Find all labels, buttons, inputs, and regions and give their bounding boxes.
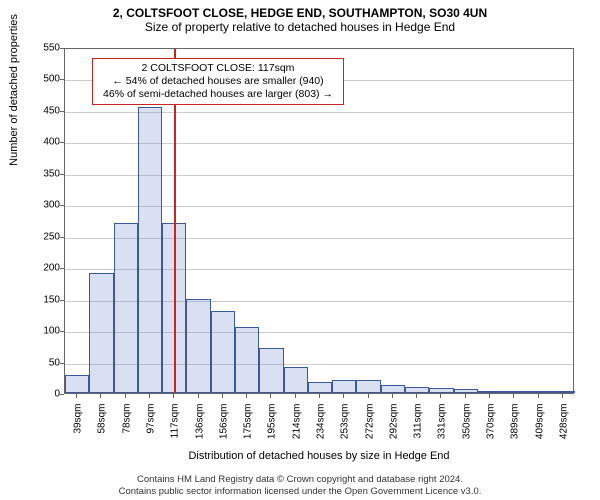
x-tick-label: 272sqm <box>364 404 375 452</box>
x-tick-label: 370sqm <box>486 404 497 452</box>
y-tick-mark <box>60 174 64 175</box>
chart-title-line-2: Size of property relative to detached ho… <box>0 20 600 34</box>
histogram-bar <box>284 367 308 393</box>
annotation-line: 46% of semi-detached houses are larger (… <box>100 88 336 101</box>
histogram-bar <box>235 327 259 393</box>
histogram-bar <box>502 391 526 393</box>
x-tick-mark <box>368 394 369 398</box>
y-tick-label: 100 <box>30 326 60 337</box>
y-axis-label: Number of detached properties <box>8 0 20 220</box>
y-tick-label: 0 <box>30 389 60 400</box>
x-tick-label: 350sqm <box>461 404 472 452</box>
histogram-bar <box>405 387 429 393</box>
x-tick-label: 58sqm <box>97 404 108 452</box>
y-tick-mark <box>60 205 64 206</box>
x-tick-mark <box>513 394 514 398</box>
x-tick-mark <box>562 394 563 398</box>
x-tick-label: 428sqm <box>558 404 569 452</box>
x-tick-mark <box>440 394 441 398</box>
x-tick-mark <box>392 394 393 398</box>
y-tick-label: 350 <box>30 168 60 179</box>
histogram-bar <box>138 107 162 393</box>
y-tick-mark <box>60 48 64 49</box>
x-tick-mark <box>76 394 77 398</box>
x-tick-mark <box>222 394 223 398</box>
footer-line-2: Contains public sector information licen… <box>0 486 600 497</box>
histogram-bar <box>332 380 356 393</box>
x-tick-mark <box>319 394 320 398</box>
x-tick-label: 253sqm <box>340 404 351 452</box>
y-tick-label: 550 <box>30 43 60 54</box>
histogram-bar <box>551 391 575 393</box>
y-tick-mark <box>60 300 64 301</box>
x-tick-mark <box>489 394 490 398</box>
x-tick-label: 331sqm <box>437 404 448 452</box>
x-tick-mark <box>198 394 199 398</box>
y-tick-label: 500 <box>30 74 60 85</box>
x-tick-label: 97sqm <box>146 404 157 452</box>
x-tick-label: 409sqm <box>534 404 545 452</box>
y-tick-label: 50 <box>30 357 60 368</box>
x-tick-label: 117sqm <box>170 404 181 452</box>
x-tick-mark <box>100 394 101 398</box>
histogram-bar <box>65 375 89 393</box>
y-tick-label: 150 <box>30 294 60 305</box>
y-tick-mark <box>60 79 64 80</box>
x-tick-mark <box>149 394 150 398</box>
histogram-bar <box>429 388 453 393</box>
x-tick-label: 292sqm <box>388 404 399 452</box>
y-tick-mark <box>60 142 64 143</box>
x-tick-label: 214sqm <box>291 404 302 452</box>
footer-attribution: Contains HM Land Registry data © Crown c… <box>0 474 600 497</box>
x-tick-mark <box>465 394 466 398</box>
y-tick-label: 400 <box>30 137 60 148</box>
annotation-box: 2 COLTSFOOT CLOSE: 117sqm← 54% of detach… <box>92 58 344 105</box>
histogram-bar <box>211 311 235 393</box>
x-tick-label: 39sqm <box>73 404 84 452</box>
footer-line-1: Contains HM Land Registry data © Crown c… <box>0 474 600 485</box>
annotation-line: ← 54% of detached houses are smaller (94… <box>100 75 336 88</box>
histogram-bar <box>454 389 478 393</box>
x-tick-label: 234sqm <box>316 404 327 452</box>
annotation-line: 2 COLTSFOOT CLOSE: 117sqm <box>100 62 336 75</box>
histogram-bar <box>259 348 283 393</box>
x-tick-mark <box>343 394 344 398</box>
x-tick-mark <box>125 394 126 398</box>
y-tick-label: 200 <box>30 263 60 274</box>
y-tick-label: 300 <box>30 200 60 211</box>
x-tick-label: 78sqm <box>121 404 132 452</box>
histogram-bar <box>526 391 550 393</box>
histogram-bar <box>186 299 210 393</box>
x-tick-label: 136sqm <box>194 404 205 452</box>
x-tick-mark <box>416 394 417 398</box>
y-tick-mark <box>60 268 64 269</box>
histogram-bar <box>89 273 113 393</box>
x-tick-mark <box>295 394 296 398</box>
histogram-bar <box>308 382 332 393</box>
y-tick-mark <box>60 237 64 238</box>
x-tick-label: 311sqm <box>413 404 424 452</box>
x-tick-mark <box>246 394 247 398</box>
x-tick-mark <box>538 394 539 398</box>
x-tick-label: 156sqm <box>218 404 229 452</box>
y-tick-label: 250 <box>30 231 60 242</box>
x-tick-mark <box>270 394 271 398</box>
y-tick-label: 450 <box>30 105 60 116</box>
y-tick-mark <box>60 363 64 364</box>
x-tick-label: 389sqm <box>510 404 521 452</box>
histogram-bar <box>114 223 138 393</box>
x-tick-label: 195sqm <box>267 404 278 452</box>
histogram-bar <box>381 385 405 393</box>
histogram-bar <box>356 380 380 393</box>
y-tick-mark <box>60 331 64 332</box>
x-axis-label: Distribution of detached houses by size … <box>64 450 574 462</box>
x-tick-mark <box>173 394 174 398</box>
y-tick-mark <box>60 111 64 112</box>
histogram-bar <box>478 391 502 393</box>
x-tick-label: 175sqm <box>243 404 254 452</box>
chart-title-line-1: 2, COLTSFOOT CLOSE, HEDGE END, SOUTHAMPT… <box>0 0 600 20</box>
y-tick-mark <box>60 394 64 395</box>
